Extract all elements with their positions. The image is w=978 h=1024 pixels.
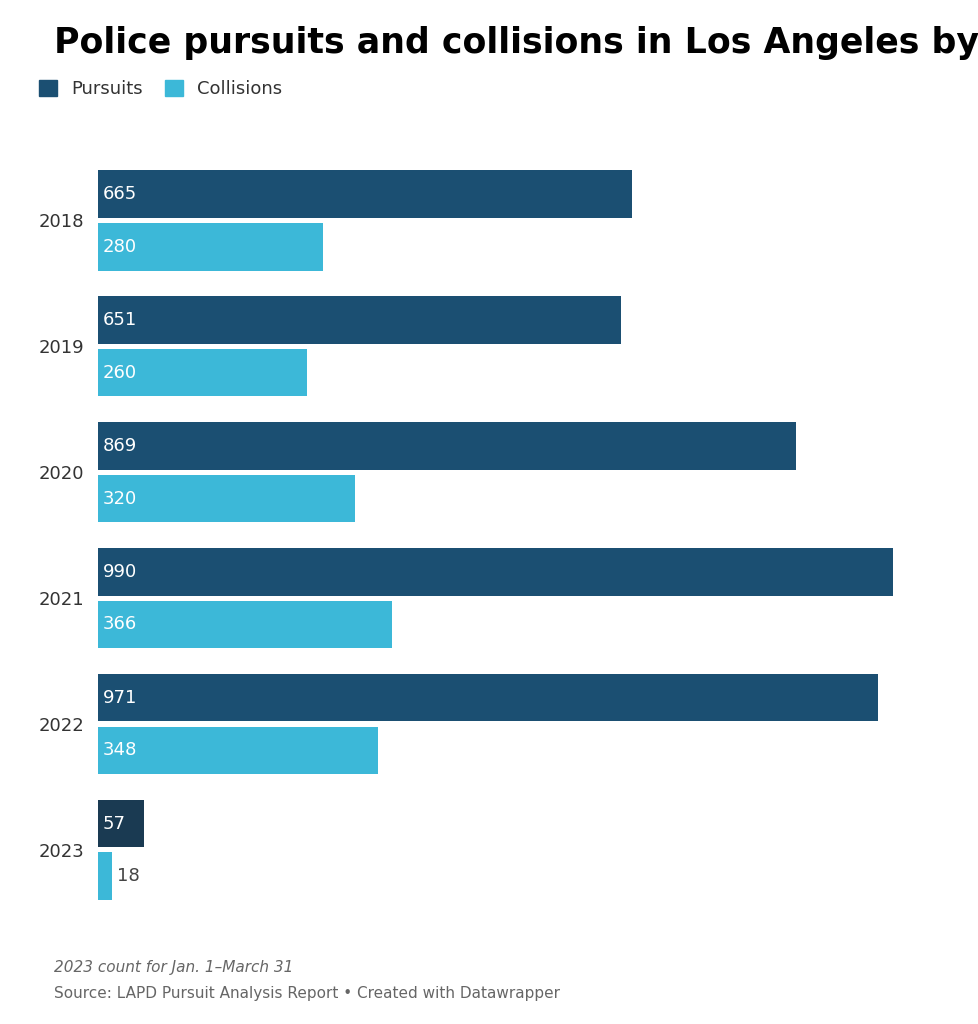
Legend: Pursuits, Collisions: Pursuits, Collisions (39, 80, 282, 98)
Bar (98, 296, 620, 344)
Bar (98, 600, 391, 648)
Text: 665: 665 (103, 184, 137, 203)
Text: 348: 348 (103, 741, 137, 760)
Text: 869: 869 (103, 436, 137, 455)
Bar (98, 474, 355, 522)
Bar (98, 800, 144, 848)
Text: Police pursuits and collisions in Los Angeles by year: Police pursuits and collisions in Los An… (54, 26, 978, 59)
Text: 651: 651 (103, 310, 137, 329)
Text: 971: 971 (103, 688, 137, 707)
Text: 18: 18 (117, 867, 140, 886)
Bar (98, 726, 378, 774)
Text: 366: 366 (103, 615, 137, 634)
Bar (98, 548, 893, 596)
Text: Source: LAPD Pursuit Analysis Report • Created with Datawrapper: Source: LAPD Pursuit Analysis Report • C… (54, 986, 559, 1001)
Bar (98, 170, 632, 218)
Text: 320: 320 (103, 489, 137, 508)
Text: 2023 count for Jan. 1–March 31: 2023 count for Jan. 1–March 31 (54, 959, 293, 975)
Bar (98, 422, 795, 470)
Text: 280: 280 (103, 238, 137, 256)
Text: 990: 990 (103, 562, 137, 581)
Bar (98, 348, 306, 396)
Bar (98, 852, 112, 900)
Text: 260: 260 (103, 364, 137, 382)
Text: 57: 57 (103, 814, 125, 833)
Bar (98, 222, 323, 270)
Bar (98, 674, 877, 722)
